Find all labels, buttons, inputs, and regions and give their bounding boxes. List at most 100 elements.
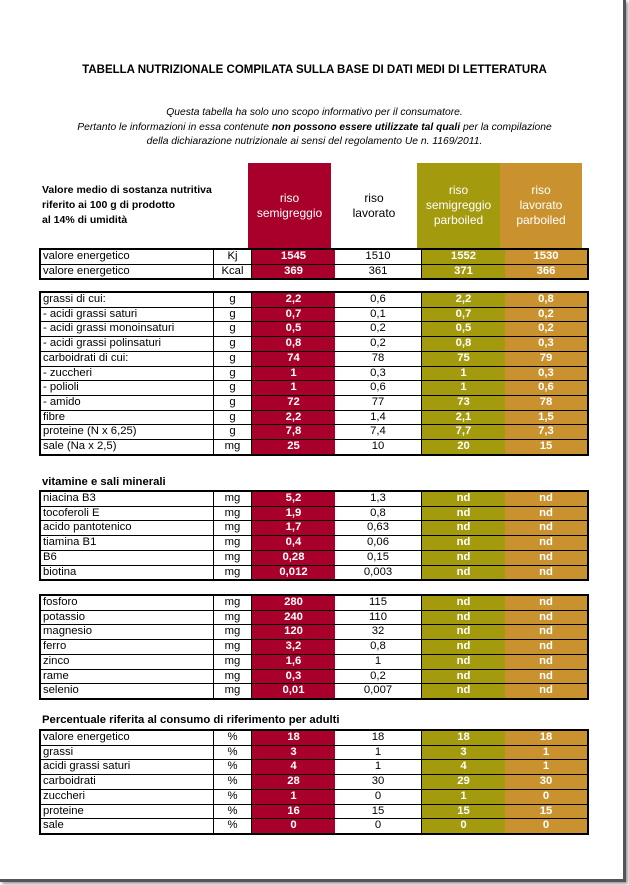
value-cell: 0,3: [505, 336, 588, 352]
table-row: zuccheri% 1 0 1 0: [39, 789, 588, 805]
value-cell: nd: [505, 506, 588, 522]
unit: mg: [213, 669, 252, 685]
value-cell: 5,2: [251, 491, 335, 507]
value-cell: nd: [421, 654, 505, 670]
header-label: Valore medio di sostanza nutritiva rifer…: [42, 183, 212, 228]
nutrient-name: rame: [39, 669, 214, 685]
value-cell: 4: [421, 759, 505, 776]
value-cell: 0,8: [335, 639, 422, 655]
column-header: riso lavorato: [331, 163, 417, 248]
value-cell: 74: [251, 351, 335, 367]
nutrient-name: proteine: [39, 804, 214, 820]
nutrient-name: sale (Na x 2,5): [39, 439, 214, 456]
nutrient-name: grassi di cui:: [39, 292, 214, 308]
unit: mg: [213, 491, 252, 507]
unit: Kcal: [213, 264, 252, 280]
unit: mg: [213, 439, 252, 456]
value-cell: 18: [251, 730, 335, 746]
value-cell: 1: [505, 759, 588, 776]
unit: %: [213, 759, 252, 776]
nutrient-name: fosforo: [39, 595, 214, 611]
nutrient-name: niacina B3: [39, 491, 214, 507]
unit: g: [213, 424, 252, 441]
value-cell: 0,7: [251, 307, 335, 323]
column-header-line: lavorato: [519, 198, 563, 212]
unit: g: [213, 366, 252, 382]
value-cell: 0,2: [335, 669, 422, 685]
value-cell: nd: [505, 639, 588, 655]
table-row: - polioli g 1 0,6 1 0,6: [39, 380, 588, 396]
value-cell: 0: [335, 789, 422, 805]
value-cell: 2,2: [251, 292, 335, 308]
value-cell: nd: [421, 683, 505, 700]
value-cell: 0,2: [335, 336, 422, 352]
value-cell: 1552: [421, 249, 505, 265]
nutrient-name: magnesio: [39, 624, 214, 641]
section-title-percent: Percentuale riferita al consumo di rifer…: [42, 714, 340, 726]
intro-line-1: Questa tabella ha solo uno scopo informa…: [166, 107, 463, 118]
table-row: carboidrati% 28 30 29 30: [39, 774, 588, 790]
unit: g: [213, 321, 252, 338]
value-cell: 0,6: [335, 380, 422, 396]
value-cell: 120: [251, 624, 335, 641]
value-cell: 1545: [251, 249, 335, 265]
value-cell: 18: [421, 730, 505, 746]
value-cell: nd: [421, 520, 505, 537]
value-cell: 0,06: [335, 535, 422, 551]
value-cell: 0,3: [505, 366, 588, 382]
nutrient-name: potassio: [39, 610, 214, 626]
unit: mg: [213, 550, 252, 566]
page-title: TABELLA NUTRIZIONALE COMPILATA SULLA BAS…: [82, 64, 547, 76]
value-cell: 0,3: [251, 669, 335, 685]
value-cell: 1,6: [251, 654, 335, 670]
nutrient-name: - zuccheri: [39, 366, 214, 382]
value-cell: 0,2: [335, 321, 422, 338]
value-cell: 1: [421, 366, 505, 382]
value-cell: 110: [335, 610, 422, 626]
value-cell: 78: [335, 351, 422, 367]
value-cell: 0,8: [505, 292, 588, 308]
value-cell: 0: [421, 818, 505, 835]
value-cell: 3,2: [251, 639, 335, 655]
table-row: - amido g 72 77 73 78: [39, 395, 588, 411]
value-cell: nd: [505, 491, 588, 507]
nutrient-name: - amido: [39, 395, 214, 411]
value-cell: 0,8: [421, 336, 505, 352]
value-cell: 73: [421, 395, 505, 411]
value-cell: nd: [505, 624, 588, 641]
value-cell: 0,5: [421, 321, 505, 338]
nutrient-name: - acidi grassi monoinsaturi: [39, 321, 214, 338]
value-cell: 3: [421, 745, 505, 761]
value-cell: 1,7: [251, 520, 335, 537]
table-row: sale (Na x 2,5) mg 25 10 20 15: [39, 439, 588, 456]
value-cell: 369: [251, 264, 335, 280]
value-cell: nd: [505, 520, 588, 537]
value-cell: 1: [335, 654, 422, 670]
unit: mg: [213, 610, 252, 626]
value-cell: 366: [505, 264, 588, 280]
column-header-line: parboiled: [433, 213, 484, 227]
nutrient-name: zinco: [39, 654, 214, 670]
column-header-line: parboiled: [516, 213, 566, 227]
value-cell: nd: [421, 506, 505, 522]
value-cell: 78: [505, 395, 588, 411]
nutrient-name: biotina: [39, 565, 214, 581]
value-cell: 28: [251, 774, 335, 790]
percent-table: valore energetico% 18 18 18 18 grassi% 3 1 3 1 aci…: [39, 729, 589, 835]
nutrient-name: B6: [39, 550, 214, 566]
value-cell: 20: [421, 439, 505, 456]
value-cell: 1: [421, 789, 505, 805]
value-cell: 15: [335, 804, 422, 820]
table-row: proteine (N x 6,25) g 7,8 7,4 7,7 7,3: [39, 424, 588, 441]
value-cell: nd: [505, 535, 588, 551]
value-cell: 3: [251, 745, 335, 761]
value-cell: 30: [335, 774, 422, 790]
nutrient-name: tiamina B1: [39, 535, 214, 551]
column-header: riso semigreggio parboiled: [417, 163, 500, 248]
column-header-line: lavorato: [352, 205, 396, 220]
nutrient-name: zuccheri: [39, 789, 214, 805]
value-cell: 0,003: [335, 565, 422, 581]
value-cell: 16: [251, 804, 335, 820]
